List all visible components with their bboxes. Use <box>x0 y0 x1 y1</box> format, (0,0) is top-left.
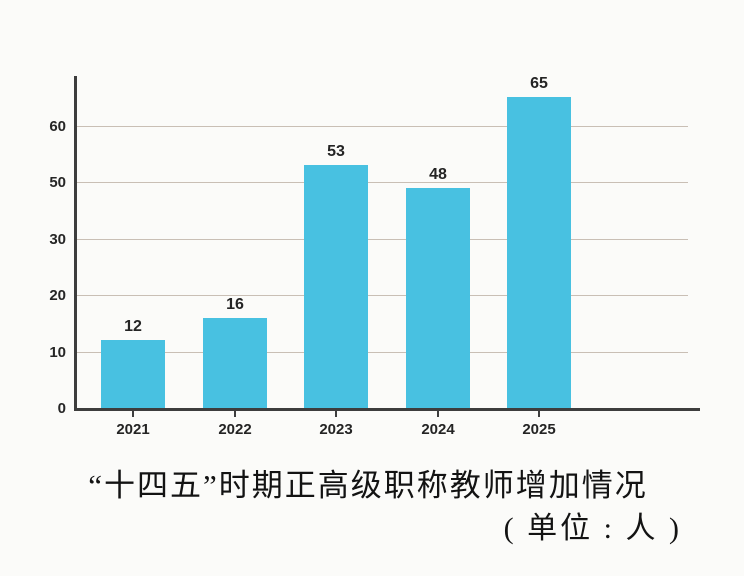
y-axis-tick-label: 10 <box>49 344 66 361</box>
x-axis-tick-label: 2023 <box>319 421 353 438</box>
bar <box>203 318 267 408</box>
x-axis-tick <box>437 411 439 417</box>
bar-value-label: 65 <box>530 75 548 92</box>
gridline <box>77 182 688 183</box>
x-axis-tick <box>132 411 134 417</box>
x-axis-tick-label: 2022 <box>218 421 252 438</box>
y-axis-tick-label: 20 <box>49 287 66 304</box>
y-axis-tick-label: 30 <box>49 231 66 248</box>
gridline <box>77 126 688 127</box>
x-axis-tick-label: 2025 <box>522 421 556 438</box>
gridline <box>77 239 688 240</box>
chart-caption: “十四五”时期正高级职称教师增加情况 ( 单位 : 人 ) <box>40 464 696 550</box>
gridline <box>77 352 688 353</box>
chart-title: “十四五”时期正高级职称教师增加情况 <box>88 468 648 503</box>
bar-value-label: 48 <box>429 166 447 183</box>
bar <box>101 340 165 408</box>
x-axis-tick-label: 2024 <box>421 421 455 438</box>
bar-value-label: 16 <box>226 296 244 313</box>
chart-unit-label: ( 单位 : 人 ) <box>503 512 682 545</box>
x-axis-tick <box>538 411 540 417</box>
y-axis-tick-label: 0 <box>57 400 66 417</box>
y-axis-tick-label: 60 <box>49 118 66 135</box>
bar <box>507 97 571 408</box>
x-axis-tick-label: 2021 <box>116 421 150 438</box>
bar-value-label: 53 <box>327 143 345 160</box>
y-axis-tick-label: 50 <box>49 174 66 191</box>
x-axis-line <box>74 408 700 411</box>
gridline <box>77 295 688 296</box>
bar <box>406 188 470 408</box>
x-axis-tick <box>234 411 236 417</box>
bar-value-label: 12 <box>124 318 142 335</box>
bar-chart: 0 10 20 30 50 60 12 2021 16 2022 53 2023 48 2024 65 202… <box>49 75 700 438</box>
x-axis-tick <box>335 411 337 417</box>
bar <box>304 165 368 408</box>
y-axis-line <box>74 76 77 411</box>
